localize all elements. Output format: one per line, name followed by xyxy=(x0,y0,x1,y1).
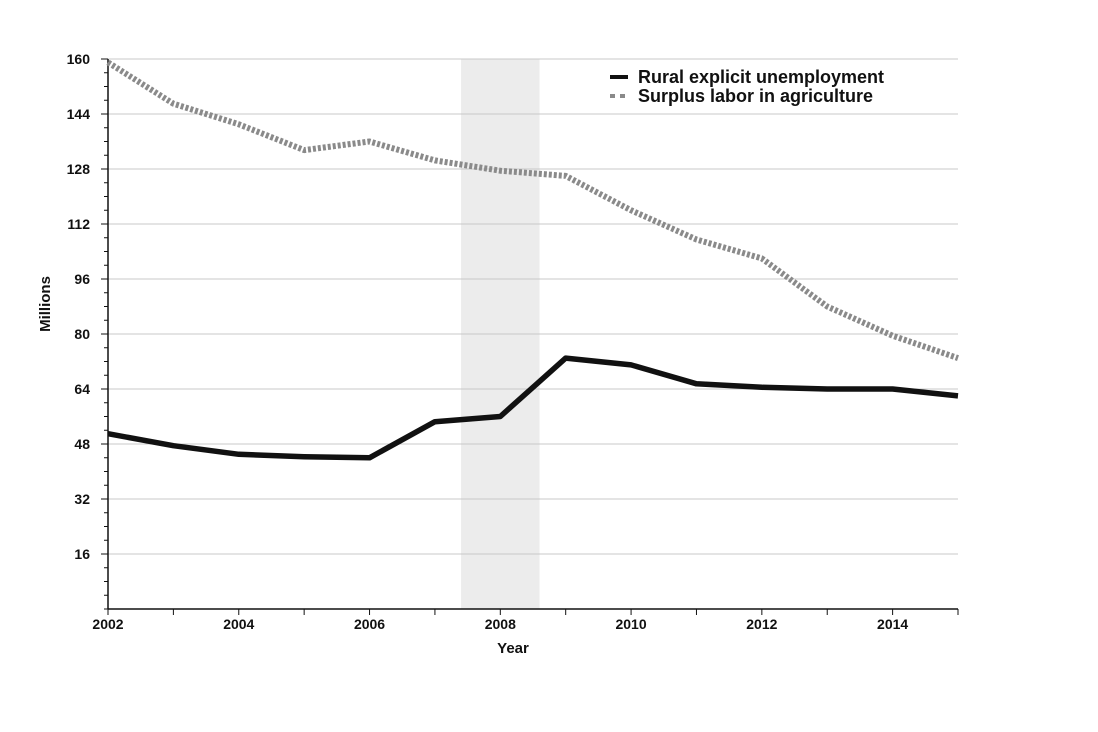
gridlines xyxy=(108,58,958,555)
y-tick-label-128: 128 xyxy=(67,161,91,177)
y-tick-label-160: 160 xyxy=(67,51,91,67)
x-tick-label-2012: 2012 xyxy=(746,616,777,632)
legend-label-surplus-labor-in-agriculture: Surplus labor in agriculture xyxy=(638,86,873,106)
y-tick-label-112: 112 xyxy=(67,216,90,232)
tick-labels: 16 32 48 64 80 96 112 128 144 160 2002 2004 2006 2008… xyxy=(67,51,909,632)
y-tick-label-144: 144 xyxy=(67,106,91,122)
x-tick-label-2004: 2004 xyxy=(223,616,254,632)
y-tick-label-32: 32 xyxy=(74,491,90,507)
y-axis-title: Millions xyxy=(37,276,54,332)
series-line-surplus-labor-in-agriculture xyxy=(106,59,959,361)
x-axis-title: Year xyxy=(497,640,529,657)
x-tick-label-2010: 2010 xyxy=(615,616,646,632)
x-tick-label-2006: 2006 xyxy=(354,616,385,632)
x-tick-label-2002: 2002 xyxy=(92,616,123,632)
y-tick-label-48: 48 xyxy=(74,436,90,452)
series-line-rural-explicit-unemployment xyxy=(107,355,959,461)
x-tick-label-2014: 2014 xyxy=(877,616,908,632)
axes xyxy=(101,58,959,615)
y-tick-label-96: 96 xyxy=(74,271,90,287)
legend-label-rural-explicit-unemployment: Rural explicit unemployment xyxy=(638,67,884,87)
y-tick-label-16: 16 xyxy=(74,546,90,562)
y-tick-label-64: 64 xyxy=(74,381,90,397)
x-tick-label-2008: 2008 xyxy=(485,616,516,632)
y-tick-label-80: 80 xyxy=(74,326,90,342)
series-lines xyxy=(106,59,959,461)
legend: Rural explicit unemployment Surplus labo… xyxy=(610,67,884,106)
